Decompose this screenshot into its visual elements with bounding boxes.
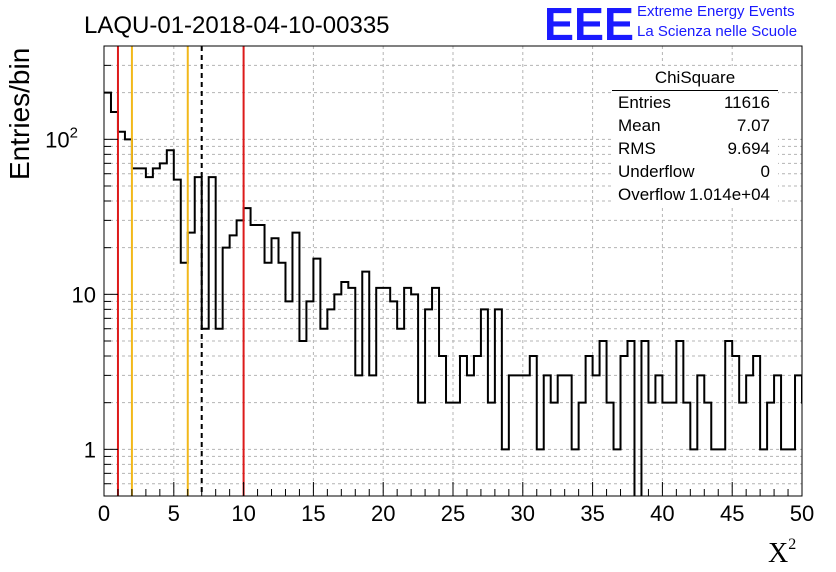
stats-value: 0 (760, 162, 770, 181)
logo-line2: La Scienza nelle Scuole (637, 23, 798, 40)
x-tick-label: 40 (650, 501, 674, 526)
x-tick-label: 30 (511, 501, 535, 526)
x-tick-label: 10 (231, 501, 255, 526)
x-tick-label: 15 (301, 501, 325, 526)
x-tick-label: 35 (580, 501, 604, 526)
y-tick-label: 1 (84, 437, 96, 462)
x-tick-label: 45 (720, 501, 744, 526)
histogram-layer (104, 91, 802, 496)
x-tick-label: 50 (790, 501, 814, 526)
stats-value: 11616 (723, 93, 770, 112)
stats-key: RMS (618, 139, 656, 158)
stats-key: Entries (618, 93, 671, 112)
eee-logo-mark: EEE (544, 2, 634, 44)
stats-row-mean: Mean 7.07 (612, 114, 778, 137)
stats-key: Overflow (618, 185, 686, 204)
stats-row-underflow: Underflow 0 (612, 160, 778, 183)
histogram-series (104, 91, 802, 496)
x-axis-label-sup: 2 (788, 536, 797, 553)
y-axis-label: Entries/bin (4, 47, 35, 180)
stats-row-rms: RMS 9.694 (612, 137, 778, 160)
eee-logo: EEE (544, 2, 634, 44)
y-tick-label: 10 (72, 282, 96, 307)
plot-frame (103, 45, 803, 497)
y-tick-exponent: 2 (70, 124, 78, 141)
stats-key: Underflow (618, 162, 695, 181)
stats-key: Mean (618, 116, 661, 135)
stats-box: ChiSquare Entries 11616 Mean 7.07 RMS 9.694… (612, 66, 778, 206)
x-tick-label: 25 (441, 501, 465, 526)
x-axis-label: X2 (768, 536, 797, 570)
stats-row-entries: Entries 11616 (612, 91, 778, 114)
y-tick-label: 102 (45, 124, 78, 152)
x-axis-label-main: X (768, 538, 789, 569)
chart-title: LAQU-01-2018-04-10-00335 (84, 12, 390, 39)
stats-value: 9.694 (727, 139, 770, 158)
stats-value: 1.014e+04 (689, 185, 770, 204)
x-tick-label: 5 (168, 501, 180, 526)
y-tick-base: 10 (45, 127, 69, 152)
stats-value: 7.07 (736, 116, 770, 135)
logo-line1: Extreme Energy Events (637, 3, 795, 20)
stats-title: ChiSquare (612, 66, 778, 91)
stats-row-overflow: Overflow 1.014e+04 (612, 183, 778, 206)
x-tick-label: 20 (371, 501, 395, 526)
x-tick-label: 0 (98, 501, 110, 526)
reference-lines-layer (116, 46, 245, 496)
